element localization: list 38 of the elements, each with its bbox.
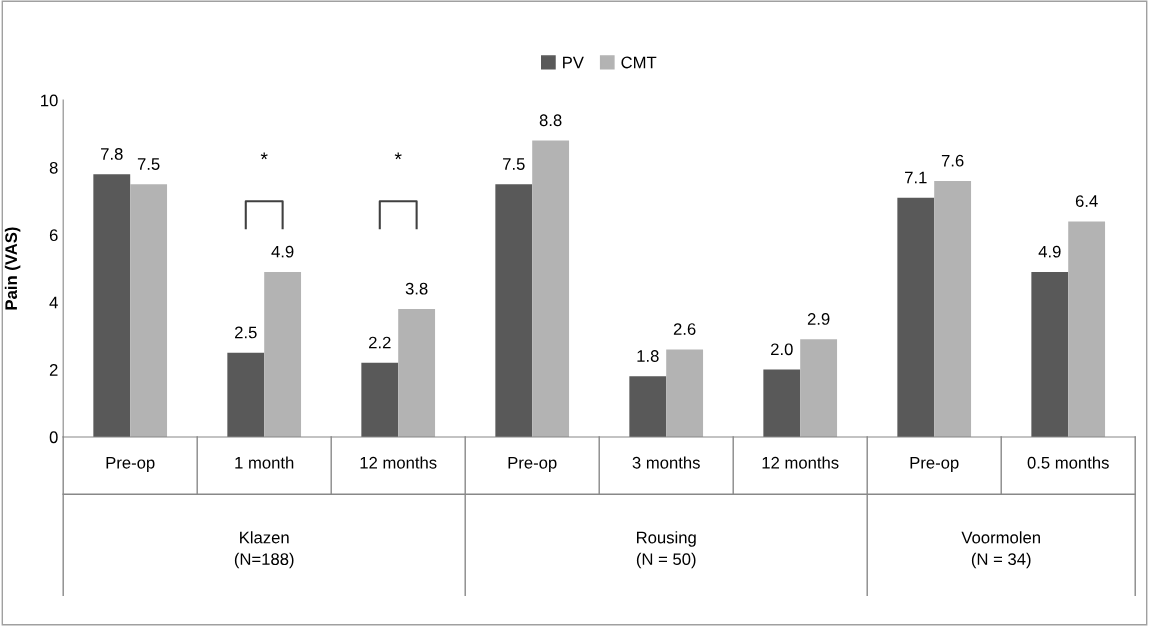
data-label: 7.1 bbox=[905, 171, 927, 184]
annotation: * bbox=[260, 152, 268, 160]
data-label: 3.8 bbox=[405, 282, 428, 295]
data-label: 7.6 bbox=[941, 154, 964, 167]
data-label: 2.9 bbox=[807, 313, 830, 325]
data-label: 2.5 bbox=[235, 326, 257, 339]
data-label: 8.8 bbox=[539, 114, 562, 127]
y-tick-label: 10 bbox=[41, 94, 58, 107]
y-tick-label: 4 bbox=[49, 296, 58, 309]
data-label: 2.6 bbox=[673, 323, 696, 335]
x-tick-label: Pre-op bbox=[910, 457, 959, 472]
text: Voormolen (N = 34) bbox=[961, 531, 1040, 569]
legend-label: CMT bbox=[621, 56, 657, 69]
text: Klazen (N=188) bbox=[234, 531, 294, 569]
text: Rousing (N = 50) bbox=[636, 531, 696, 569]
data-label: 2.2 bbox=[369, 336, 391, 349]
data-label: 1.8 bbox=[637, 350, 659, 362]
y-tick-label: 0 bbox=[49, 431, 58, 444]
x-tick-label: 0.5 months bbox=[1027, 456, 1109, 469]
x-tick-label: Pre-op bbox=[508, 457, 557, 472]
data-label: 4.9 bbox=[271, 245, 294, 258]
x-tick-label: 1 month bbox=[235, 456, 294, 469]
data-label: 6.4 bbox=[1075, 195, 1098, 207]
y-tick-label: 8 bbox=[49, 161, 58, 174]
annotation: * bbox=[394, 152, 402, 160]
y-tick-label: 6 bbox=[49, 229, 58, 242]
data-label: 7.8 bbox=[101, 148, 123, 160]
x-tick-label: 12 months bbox=[762, 456, 839, 469]
legend-label: PV bbox=[563, 56, 584, 69]
x-tick-label: Pre-op bbox=[106, 457, 155, 472]
x-tick-label: 3 months bbox=[632, 456, 700, 469]
y-axis-title: Pain (VAS) bbox=[4, 227, 21, 310]
data-label: 7.5 bbox=[137, 158, 160, 170]
data-label: 7.5 bbox=[503, 158, 525, 170]
y-tick-label: 2 bbox=[49, 363, 58, 376]
data-label: 4.9 bbox=[1038, 245, 1061, 258]
data-label: 2.0 bbox=[771, 343, 793, 356]
x-tick-label: 12 months bbox=[360, 456, 437, 469]
